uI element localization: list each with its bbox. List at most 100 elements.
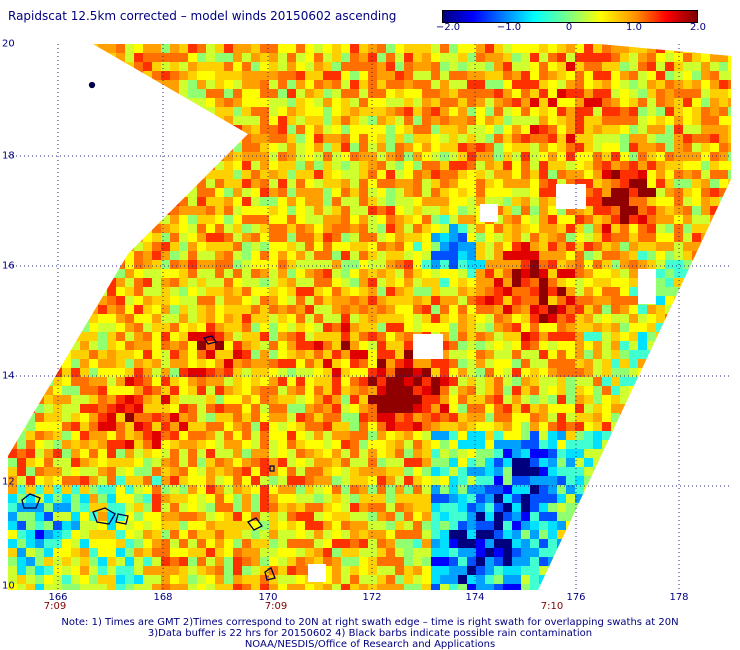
data-cell — [71, 548, 80, 557]
data-cell — [71, 269, 80, 278]
data-cell — [422, 152, 431, 161]
data-cell — [35, 170, 44, 179]
data-cell — [26, 512, 35, 521]
data-cell — [485, 449, 494, 458]
data-cell — [557, 134, 566, 143]
data-cell — [35, 53, 44, 62]
data-cell — [35, 287, 44, 296]
data-cell — [413, 152, 422, 161]
data-cell — [44, 494, 53, 503]
data-cell — [395, 80, 404, 89]
data-cell — [197, 278, 206, 287]
data-cell — [26, 296, 35, 305]
data-cell — [359, 368, 368, 377]
data-cell — [710, 296, 719, 305]
data-cell — [251, 323, 260, 332]
data-cell — [368, 566, 377, 575]
data-cell — [521, 413, 530, 422]
data-cell — [26, 449, 35, 458]
data-cell — [575, 314, 584, 323]
data-cell — [224, 584, 233, 590]
data-cell — [449, 467, 458, 476]
data-cell — [125, 431, 134, 440]
data-cell — [539, 314, 548, 323]
data-cell — [611, 584, 620, 590]
data-cell — [575, 143, 584, 152]
data-cell — [593, 215, 602, 224]
data-cell — [44, 521, 53, 530]
data-cell — [611, 503, 620, 512]
data-cell — [665, 377, 674, 386]
data-cell — [593, 89, 602, 98]
data-cell — [179, 512, 188, 521]
data-cell — [341, 80, 350, 89]
data-cell — [458, 368, 467, 377]
data-cell — [413, 575, 422, 584]
data-cell — [152, 143, 161, 152]
data-cell — [494, 287, 503, 296]
data-cell — [665, 233, 674, 242]
data-cell — [494, 152, 503, 161]
data-cell — [305, 584, 314, 590]
data-cell — [179, 422, 188, 431]
data-cell — [422, 197, 431, 206]
data-cell — [404, 503, 413, 512]
data-cell — [476, 350, 485, 359]
data-cell — [269, 197, 278, 206]
data-cell — [35, 206, 44, 215]
data-cell — [8, 179, 17, 188]
data-cell — [152, 503, 161, 512]
data-cell — [116, 467, 125, 476]
data-cell — [665, 458, 674, 467]
data-cell — [431, 395, 440, 404]
data-cell — [503, 404, 512, 413]
data-cell — [143, 287, 152, 296]
data-cell — [80, 530, 89, 539]
data-cell — [179, 404, 188, 413]
data-cell — [224, 503, 233, 512]
data-cell — [152, 440, 161, 449]
data-cell — [71, 179, 80, 188]
data-cell — [107, 512, 116, 521]
lon-label: 168 — [153, 592, 173, 603]
data-cell — [98, 80, 107, 89]
data-cell — [566, 413, 575, 422]
data-cell — [269, 314, 278, 323]
data-cell — [143, 377, 152, 386]
data-cell — [647, 251, 656, 260]
data-cell — [44, 197, 53, 206]
data-cell — [35, 215, 44, 224]
data-cell — [584, 521, 593, 530]
data-cell — [269, 377, 278, 386]
data-cell — [431, 143, 440, 152]
data-cell — [638, 341, 647, 350]
data-cell — [152, 377, 161, 386]
data-cell — [350, 206, 359, 215]
data-cell — [179, 458, 188, 467]
data-cell — [71, 368, 80, 377]
data-cell — [143, 512, 152, 521]
data-cell — [44, 296, 53, 305]
data-cell — [260, 251, 269, 260]
data-cell — [80, 512, 89, 521]
data-cell — [467, 152, 476, 161]
data-cell — [215, 395, 224, 404]
data-cell — [638, 233, 647, 242]
data-cell — [269, 107, 278, 116]
data-cell — [647, 152, 656, 161]
data-cell — [305, 98, 314, 107]
data-cell — [152, 161, 161, 170]
data-cell — [386, 98, 395, 107]
data-cell — [449, 575, 458, 584]
data-cell — [422, 134, 431, 143]
data-cell — [431, 287, 440, 296]
data-cell — [683, 161, 692, 170]
data-cell — [440, 89, 449, 98]
data-cell — [602, 548, 611, 557]
data-cell — [8, 80, 17, 89]
data-cell — [233, 89, 242, 98]
data-cell — [161, 341, 170, 350]
data-cell — [179, 413, 188, 422]
data-cell — [485, 557, 494, 566]
data-cell — [494, 188, 503, 197]
